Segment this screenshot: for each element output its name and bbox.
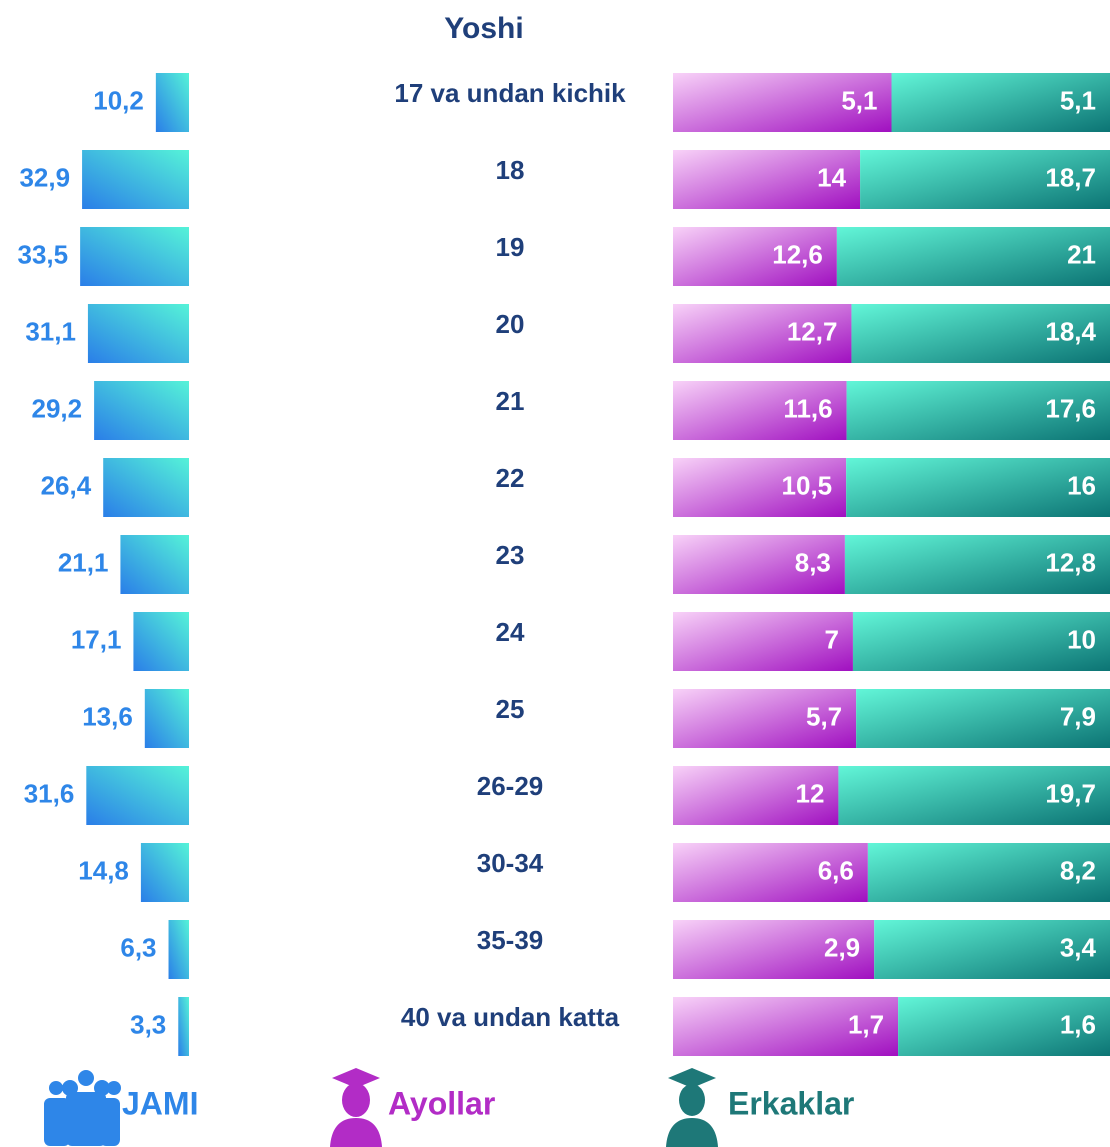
bar-ayollar	[673, 73, 892, 132]
legend-label: Ayollar	[388, 1085, 495, 1121]
bar-jami	[168, 920, 189, 979]
bar-jami	[178, 997, 189, 1056]
bar-jami	[155, 73, 189, 132]
category-label: 25	[496, 694, 525, 724]
category-label: 24	[496, 617, 525, 647]
bar-ayollar	[673, 766, 839, 825]
bar-ayollar	[673, 689, 857, 748]
legend-icon-jami	[44, 1070, 121, 1146]
legend-icon-ayollar	[330, 1068, 382, 1147]
value-label-jami: 21,1	[58, 547, 109, 577]
bar-erkaklar	[846, 458, 1110, 517]
category-label: 23	[496, 540, 525, 570]
legend-label: JAMI	[122, 1085, 198, 1121]
value-label-erkaklar: 12,8	[1045, 547, 1096, 577]
bar-erkaklar	[846, 381, 1110, 440]
bar-ayollar	[673, 843, 868, 902]
bar-jami	[80, 227, 189, 286]
bar-erkaklar	[838, 766, 1110, 825]
bar-ayollar	[673, 997, 899, 1056]
bar-erkaklar	[836, 227, 1110, 286]
value-label-erkaklar: 19,7	[1045, 778, 1096, 808]
bar-jami	[94, 381, 189, 440]
bar-erkaklar	[860, 150, 1110, 209]
value-label-erkaklar: 21	[1067, 239, 1096, 269]
value-label-ayollar: 12	[796, 778, 825, 808]
value-label-jami: 31,1	[25, 316, 76, 346]
bar-erkaklar	[874, 920, 1110, 979]
bar-erkaklar	[844, 535, 1110, 594]
value-label-ayollar: 5,7	[806, 701, 842, 731]
value-label-ayollar: 8,3	[795, 547, 831, 577]
category-label: 22	[496, 463, 525, 493]
value-label-jami: 3,3	[130, 1009, 166, 1039]
value-label-erkaklar: 7,9	[1060, 701, 1096, 731]
value-label-jami: 29,2	[31, 393, 82, 423]
category-label: 19	[496, 232, 525, 262]
value-label-ayollar: 10,5	[782, 470, 833, 500]
bar-jami	[87, 304, 189, 363]
category-label: 26-29	[477, 771, 544, 801]
bar-ayollar	[673, 227, 837, 286]
bar-jami	[133, 612, 189, 671]
value-label-erkaklar: 16	[1067, 470, 1096, 500]
bar-jami	[86, 766, 189, 825]
bar-erkaklar	[867, 843, 1110, 902]
value-label-jami: 26,4	[41, 470, 92, 500]
value-label-ayollar: 7	[824, 624, 838, 654]
category-label: 17 va undan kichik	[394, 78, 626, 108]
bar-jami	[140, 843, 189, 902]
bar-erkaklar	[856, 689, 1110, 748]
value-label-erkaklar: 18,7	[1045, 162, 1096, 192]
category-label: 18	[496, 155, 525, 185]
value-label-jami: 33,5	[18, 239, 69, 269]
bar-erkaklar	[891, 73, 1110, 132]
bar-jami	[103, 458, 189, 517]
legend-label: Erkaklar	[728, 1085, 854, 1121]
category-label: 21	[496, 386, 525, 416]
value-label-erkaklar: 3,4	[1060, 932, 1097, 962]
value-label-jami: 32,9	[19, 162, 70, 192]
value-label-erkaklar: 18,4	[1045, 316, 1096, 346]
value-label-jami: 13,6	[82, 701, 133, 731]
value-label-jami: 31,6	[24, 778, 75, 808]
value-label-erkaklar: 8,2	[1060, 855, 1096, 885]
chart-title: Yoshi	[444, 12, 523, 45]
value-label-erkaklar: 17,6	[1045, 393, 1096, 423]
bar-ayollar	[673, 381, 847, 440]
bar-ayollar	[673, 458, 847, 517]
bar-ayollar	[673, 150, 861, 209]
value-label-jami: 6,3	[120, 932, 156, 962]
value-label-jami: 14,8	[78, 855, 129, 885]
value-label-erkaklar: 10	[1067, 624, 1096, 654]
bar-jami	[82, 150, 189, 209]
value-label-jami: 10,2	[93, 85, 144, 115]
value-label-ayollar: 2,9	[824, 932, 860, 962]
category-label: 30-34	[477, 848, 544, 878]
bar-erkaklar	[898, 997, 1110, 1056]
bar-ayollar	[673, 612, 853, 671]
bar-erkaklar	[851, 304, 1110, 363]
value-label-ayollar: 12,6	[772, 239, 823, 269]
value-label-ayollar: 1,7	[848, 1009, 884, 1039]
value-label-jami: 17,1	[71, 624, 122, 654]
category-label: 40 va undan katta	[401, 1002, 620, 1032]
bar-jami	[144, 689, 189, 748]
value-label-ayollar: 6,6	[818, 855, 854, 885]
value-label-ayollar: 14	[817, 162, 846, 192]
value-label-erkaklar: 5,1	[1060, 85, 1096, 115]
bar-ayollar	[673, 304, 852, 363]
value-label-ayollar: 11,6	[783, 393, 832, 423]
category-label: 20	[496, 309, 525, 339]
value-label-ayollar: 5,1	[841, 85, 877, 115]
bar-ayollar	[673, 920, 875, 979]
value-label-erkaklar: 1,6	[1060, 1009, 1096, 1039]
category-label: 35-39	[477, 925, 544, 955]
legend-icon-erkaklar	[666, 1068, 718, 1147]
bar-jami	[120, 535, 189, 594]
value-label-ayollar: 12,7	[787, 316, 838, 346]
bar-erkaklar	[852, 612, 1110, 671]
bar-ayollar	[673, 535, 845, 594]
